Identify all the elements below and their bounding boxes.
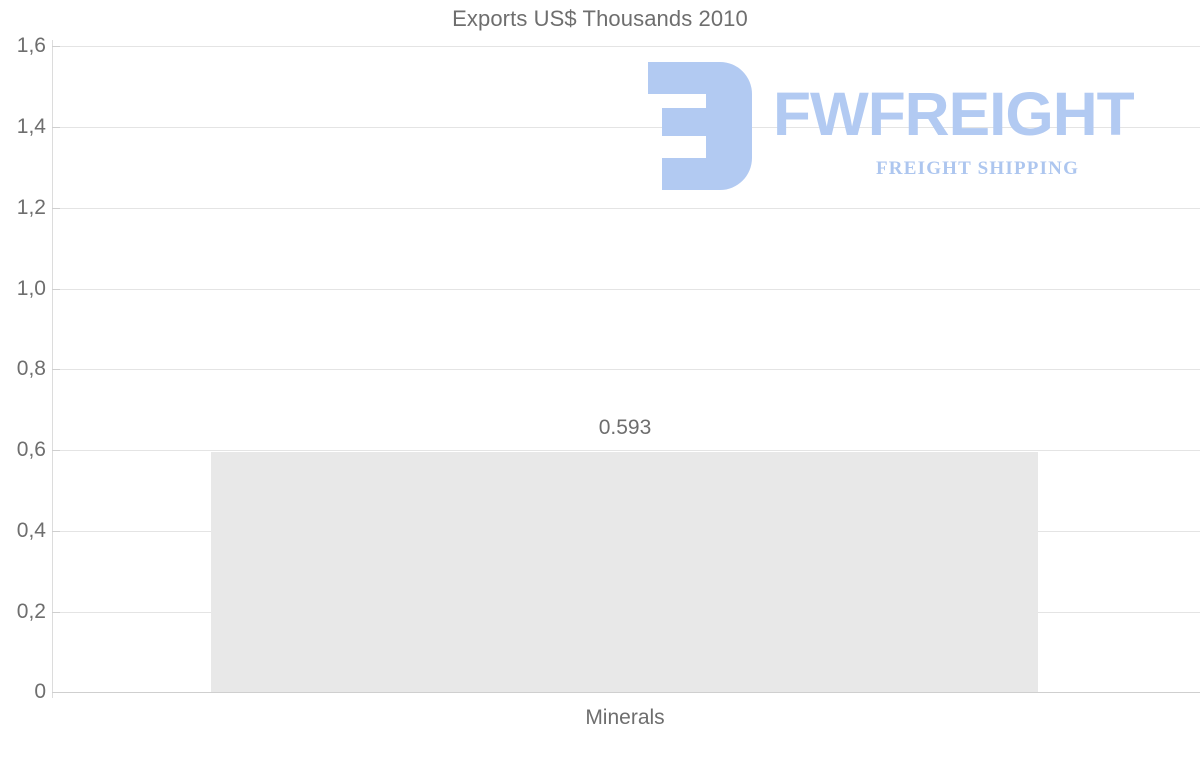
y-tickmark-1-6 xyxy=(52,46,60,47)
y-tick-label-0-6: 0,6 xyxy=(16,438,46,461)
y-tickmark-1-0 xyxy=(52,289,60,290)
y-tickmark-0-8 xyxy=(52,369,60,370)
x-axis-label-minerals: Minerals xyxy=(585,706,665,729)
y-tickmark-1-2 xyxy=(52,208,60,209)
y-tick-label-1-0: 1,0 xyxy=(16,277,46,300)
gridline-1-6 xyxy=(52,46,1200,47)
fwfreight-watermark: FWFREIGHT FREIGHT SHIPPING xyxy=(648,58,1148,193)
gridline-0-8 xyxy=(52,369,1200,370)
y-tick-label-1-2: 1,2 xyxy=(16,196,46,219)
y-tick-label-0-8: 0,8 xyxy=(16,357,46,380)
y-tick-label-1-6: 1,6 xyxy=(16,34,46,57)
watermark-wordmark: FWFREIGHT xyxy=(773,80,1135,148)
watermark-tagline: FREIGHT SHIPPING xyxy=(876,158,1080,179)
gridline-1-0 xyxy=(52,289,1200,290)
y-tickmark-0 xyxy=(52,692,60,693)
gridline-1-4 xyxy=(52,127,1200,128)
y-tickmark-0-6 xyxy=(52,450,60,451)
y-tickmark-1-4 xyxy=(52,127,60,128)
gridline-0-6 xyxy=(52,450,1200,451)
y-tickmark-0-2 xyxy=(52,612,60,613)
y-tick-label-0-2: 0,2 xyxy=(16,600,46,623)
bar-value-label-minerals: 0.593 xyxy=(598,416,652,439)
y-tick-label-0: 0 xyxy=(34,680,46,703)
y-tick-label-0-4: 0,4 xyxy=(16,519,46,542)
reversed-e-logo-icon xyxy=(648,62,752,190)
gridline-1-2 xyxy=(52,208,1200,209)
y-tickmark-0-4 xyxy=(52,531,60,532)
y-tick-label-1-4: 1,4 xyxy=(16,115,46,138)
bar-minerals[interactable] xyxy=(211,452,1038,692)
axis-baseline-0 xyxy=(52,692,1200,693)
chart-title: Exports US$ Thousands 2010 xyxy=(452,6,748,31)
